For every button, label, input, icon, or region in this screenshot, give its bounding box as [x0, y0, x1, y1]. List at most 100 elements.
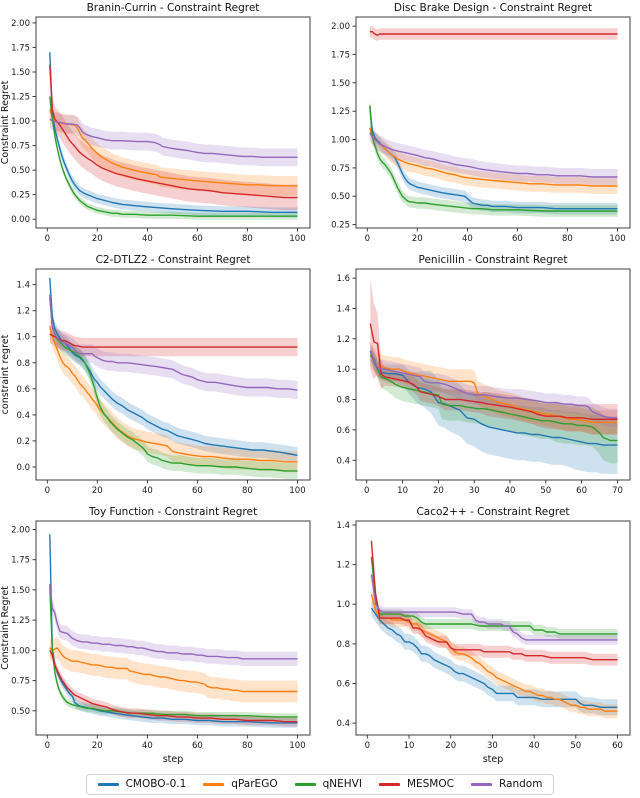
series-band-qnehvi — [371, 551, 618, 639]
y-tick-label: 0.6 — [336, 680, 350, 690]
y-tick-label: 1.4 — [336, 521, 350, 531]
y-tick-label: 1.00 — [11, 646, 30, 656]
legend-line-sample-qparego — [203, 783, 225, 786]
legend-item-random: Random — [470, 778, 543, 791]
series-line-cmobo-0-1 — [370, 607, 618, 708]
series-band-qnehvi — [49, 582, 298, 721]
y-tick-label: 2.00 — [11, 19, 30, 29]
x-tick-label: 60 — [512, 234, 523, 244]
x-tick-label: 40 — [142, 234, 153, 244]
series-line-cmobo-0-1 — [49, 52, 298, 213]
x-tick-label: 40 — [529, 741, 540, 751]
series-band-mesmoc — [370, 278, 618, 435]
x-tick-label: 40 — [142, 741, 153, 751]
plot-background — [320, 504, 640, 772]
y-tick-label: 1.2 — [336, 561, 350, 571]
y-tick-label: 0.75 — [11, 677, 30, 687]
y-tick-label: 0.50 — [11, 166, 30, 176]
y-tick-label: 0.2 — [16, 437, 30, 447]
legend-item-mesmoc: MESMOC — [378, 778, 454, 791]
x-tick-label: 0 — [45, 234, 50, 244]
legend-box: CMOBO-0.1 qParEGO qNEHVI MESMOC Random — [85, 774, 555, 795]
y-tick-label: 1.6 — [336, 274, 350, 284]
y-tick-label: 0.8 — [336, 640, 350, 650]
y-tick-label: 1.4 — [16, 281, 30, 291]
series-line-mesmoc — [49, 65, 298, 199]
x-tick-label: 20 — [92, 741, 103, 751]
series-band-mesmoc — [49, 645, 298, 727]
axis-frame — [35, 268, 311, 481]
x-tick-label: 60 — [192, 234, 203, 244]
axis-frame — [355, 268, 631, 481]
legend-item-qnehvi: qNEHVI — [294, 778, 362, 791]
legend-entry-label: CMOBO-0.1 — [125, 778, 187, 790]
legend-item-qparego: qParEGO — [203, 778, 278, 791]
subplot-penicillin: 0 10 20 30 40 50 60 70 0.4 0.6 0.8 1.0 1.2 1.4 1.6 Peni… — [320, 252, 640, 504]
x-tick-label: 20 — [412, 234, 423, 244]
x-tick-label: 0 — [45, 741, 50, 751]
axis-frame — [35, 520, 311, 736]
chart-branin-currin: 0 20 40 60 80 100 0.00 0.25 0.50 0.75 1.00 1.25 1.50… — [0, 0, 320, 252]
y-tick-label: 1.50 — [331, 79, 350, 89]
y-tick-label: 0.75 — [331, 164, 350, 174]
y-tick-label: 1.0 — [336, 365, 350, 375]
series-band-qparego — [49, 637, 298, 703]
x-tick-label: 80 — [242, 234, 253, 244]
legend-entry-label: MESMOC — [406, 778, 454, 790]
series-line-random — [369, 350, 618, 419]
x-axis-label: step — [163, 754, 184, 765]
x-tick-label: 100 — [609, 234, 625, 244]
series-line-qnehvi — [369, 354, 618, 442]
y-tick-label: 1.4 — [336, 305, 350, 315]
series-band-qparego — [49, 315, 298, 473]
axis-frame — [355, 16, 631, 229]
legend-line-sample-cmobo — [97, 783, 119, 786]
plot-title: Toy Function - Constraint Regret — [88, 506, 257, 518]
x-tick-label: 30 — [469, 486, 480, 496]
y-tick-label: 1.25 — [11, 616, 30, 626]
x-axis-label: step — [483, 754, 504, 765]
legend-entry-label: Random — [498, 778, 543, 790]
series-line-qparego — [49, 109, 298, 187]
chart-disc-brake-design: 0 20 40 60 80 100 0.25 0.50 0.75 1.00 1.25 1.50 1.75… — [320, 0, 640, 252]
x-tick-label: 0 — [365, 741, 370, 751]
x-tick-label: 100 — [289, 486, 305, 496]
y-tick-label: 0.25 — [331, 221, 350, 231]
series-line-random — [49, 583, 298, 660]
y-tick-label: 0.4 — [336, 719, 350, 729]
y-tick-label: 0.50 — [331, 192, 350, 202]
series-line-qnehvi — [369, 105, 618, 212]
subplot-caco2pp: 0 10 20 30 40 50 60 0.4 0.6 0.8 1.0 1.2 1.4 Caco2++ -… — [320, 504, 640, 772]
series-line-random — [49, 118, 298, 158]
series-line-mesmoc — [49, 650, 298, 723]
subplot-toy-function: 0 20 40 60 80 100 0.50 0.75 1.00 1.25 1.50 1.75 2.00… — [0, 504, 320, 772]
series-band-random — [369, 124, 618, 185]
x-tick-label: 30 — [487, 741, 498, 751]
x-tick-label: 0 — [364, 486, 369, 496]
chart-penicillin: 0 10 20 30 40 50 60 70 0.4 0.6 0.8 1.0 1.2 1.4 1.6 Peni… — [320, 252, 640, 504]
x-tick-label: 20 — [92, 486, 103, 496]
series-line-random — [370, 574, 618, 641]
series-line-qnehvi — [370, 556, 618, 635]
x-tick-label: 70 — [612, 486, 623, 496]
x-tick-label: 40 — [505, 486, 516, 496]
legend: CMOBO-0.1 qParEGO qNEHVI MESMOC Random — [0, 772, 640, 798]
axis-frame — [35, 16, 311, 229]
series-band-mesmoc — [49, 52, 298, 211]
y-tick-label: 1.00 — [331, 136, 350, 146]
y-tick-label: 0.4 — [336, 456, 350, 466]
series-line-qparego — [49, 326, 298, 463]
y-tick-label: 0.6 — [16, 385, 30, 395]
legend-line-sample-random — [470, 783, 492, 786]
subplot-grid: 0 20 40 60 80 100 0.00 0.25 0.50 0.75 1.00 1.25 1.50… — [0, 0, 640, 772]
y-tick-label: 1.25 — [11, 93, 30, 103]
x-tick-label: 40 — [462, 234, 473, 244]
x-tick-label: 60 — [612, 741, 623, 751]
x-tick-label: 80 — [242, 486, 253, 496]
series-line-qnehvi — [49, 96, 298, 217]
series-line-cmobo-0-1 — [369, 350, 618, 446]
series-band-qparego — [370, 341, 618, 435]
y-tick-label: 1.75 — [331, 50, 350, 60]
series-band-qparego — [369, 120, 618, 194]
